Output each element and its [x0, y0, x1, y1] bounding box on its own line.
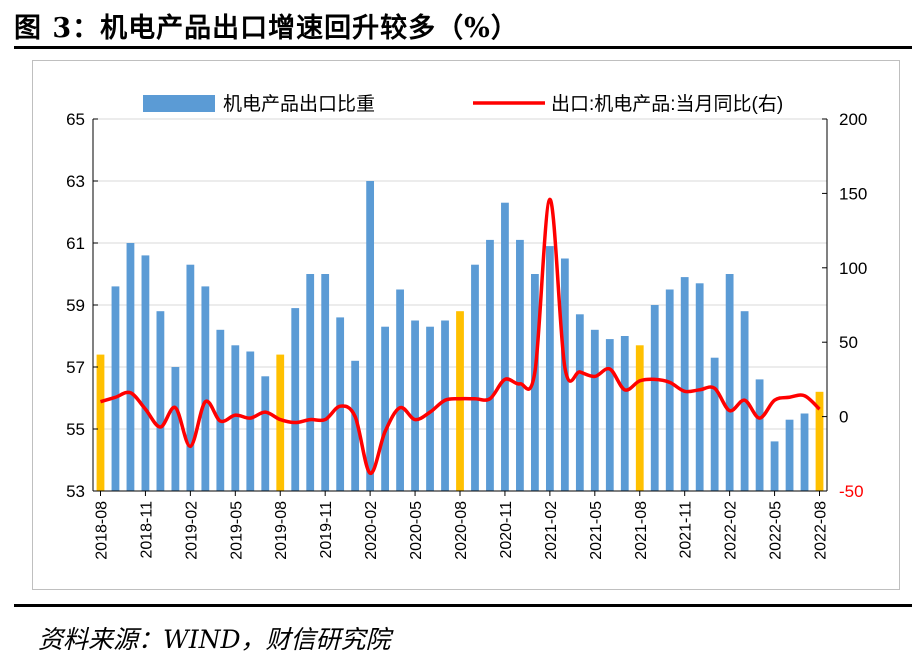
bar [725, 274, 734, 491]
bar [231, 345, 240, 491]
x-tick-label: 2019-11 [318, 501, 335, 559]
yoy-line [99, 197, 821, 475]
bar [291, 308, 300, 491]
bar [710, 357, 719, 491]
bar [501, 202, 509, 491]
bar [441, 320, 449, 491]
bar [336, 317, 345, 491]
bar [486, 239, 494, 491]
bar [126, 243, 135, 491]
bar [411, 320, 419, 491]
x-tick-label: 2018-11 [138, 501, 155, 559]
bar [770, 441, 779, 491]
bar [201, 286, 210, 491]
bar [516, 239, 524, 491]
bar [800, 413, 809, 491]
right-tick-label: -50 [839, 482, 864, 501]
bar [351, 360, 360, 491]
bar [605, 339, 614, 491]
bar [186, 264, 195, 491]
bar [246, 351, 255, 491]
bar [695, 283, 704, 491]
bar [261, 376, 270, 491]
bar [590, 329, 599, 491]
bar [276, 354, 285, 491]
x-tick-label: 2020-02 [363, 501, 380, 560]
x-tick-label: 2021-08 [633, 501, 650, 560]
left-tick-label: 59 [66, 296, 85, 315]
bar [111, 286, 120, 491]
bar [321, 274, 330, 491]
bar [785, 419, 794, 491]
bar [96, 354, 105, 491]
x-tick-label: 2019-05 [228, 501, 245, 560]
bar [665, 289, 674, 491]
bar [815, 391, 824, 491]
bar [635, 345, 644, 491]
bar [381, 326, 389, 491]
left-tick-label: 63 [66, 172, 85, 191]
right-tick-label: 150 [839, 184, 867, 203]
right-tick-label: 0 [839, 408, 848, 427]
bar [396, 289, 404, 491]
bar [366, 181, 375, 491]
left-tick-label: 53 [66, 482, 85, 501]
bar [456, 311, 464, 491]
bar [471, 264, 479, 491]
x-tick-label: 2020-05 [408, 501, 425, 560]
legend-bar-label: 机电产品出口比重 [223, 93, 375, 115]
chart-frame: 53 55 57 59 61 63 65 -50 0 50 100 150 200 2018-08 2018… [32, 60, 900, 590]
x-tick-label: 2018-08 [93, 501, 110, 560]
bar [575, 314, 584, 491]
bar [216, 329, 225, 491]
bar [680, 277, 689, 491]
bar [156, 311, 165, 491]
bar [650, 305, 659, 491]
x-tick-label: 2020-11 [498, 501, 515, 559]
x-tick-label: 2019-08 [273, 501, 290, 560]
x-tick-label: 2020-08 [453, 501, 470, 560]
bar [306, 274, 315, 491]
x-tick-label: 2022-02 [723, 501, 740, 560]
bar [141, 255, 150, 491]
left-tick-label: 55 [66, 420, 85, 439]
title-rule [14, 46, 912, 49]
x-tick-label: 2022-05 [768, 501, 785, 560]
bar [755, 379, 764, 491]
left-tick-label: 57 [66, 358, 85, 377]
x-tick-label: 2021-02 [543, 501, 560, 560]
legend-bar-swatch [143, 95, 215, 112]
x-tick-label: 2021-05 [588, 501, 605, 560]
right-tick-label: 100 [839, 259, 867, 278]
source-note: 资料来源：WIND，财信研究院 [38, 625, 391, 654]
legend-line-label: 出口:机电产品:当月同比(右) [551, 93, 783, 115]
source-rule [14, 604, 912, 607]
bar [531, 274, 539, 491]
bar [620, 336, 629, 491]
bar [426, 326, 434, 491]
bar [545, 246, 554, 491]
x-tick-label: 2019-02 [183, 501, 200, 560]
left-tick-label: 65 [66, 110, 85, 129]
x-tick-label: 2022-08 [813, 501, 830, 560]
x-tick-label: 2021-11 [678, 501, 695, 559]
right-tick-label: 50 [839, 333, 858, 352]
left-tick-label: 61 [66, 234, 85, 253]
figure-title: 图 3：机电产品出口增速回升较多（%） [14, 13, 519, 44]
right-tick-label: 200 [839, 110, 867, 129]
chart-svg: 53 55 57 59 61 63 65 -50 0 50 100 150 200 2018-08 2018… [66, 93, 867, 560]
bar [171, 367, 180, 491]
